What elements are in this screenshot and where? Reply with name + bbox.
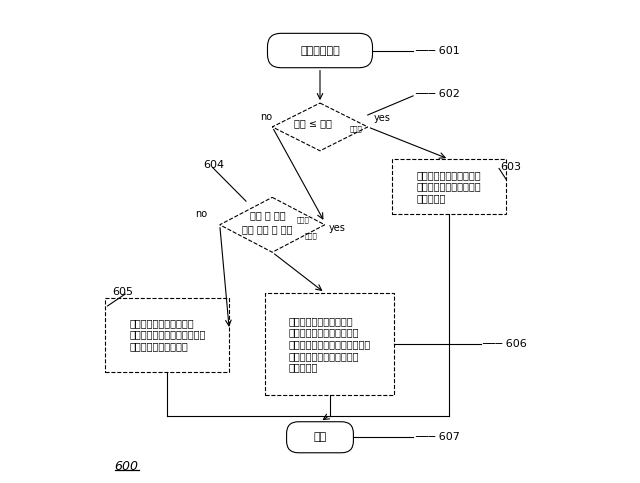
FancyBboxPatch shape [287,422,353,453]
Text: ＨＢＲ: ＨＢＲ [350,126,363,132]
Text: ＬＢＲ: ＬＢＲ [305,232,317,239]
FancyBboxPatch shape [268,33,372,68]
Text: ─── 606: ─── 606 [483,339,527,349]
Text: ＨＢＲ: ＨＢＲ [297,217,310,223]
Text: 選択された走査順序は、
部分的にエントロピ符号化
され及び部分的に量子化された
変換係数の中に隠蔵される
べきである: 選択された走査順序は、 部分的にエントロピ符号化 され及び部分的に量子化された … [289,316,371,372]
Text: 603: 603 [500,162,522,172]
Text: 600: 600 [115,460,139,473]
Text: ＱＰ値を得る: ＱＰ値を得る [300,45,340,56]
Polygon shape [220,198,324,252]
Text: ＱＰ ＞ ＱＰ: ＱＰ ＞ ＱＰ [250,210,285,220]
Text: ─── 601: ─── 601 [415,45,460,56]
Text: no: no [195,209,207,219]
Text: 選択された走査順序は、
エントロピ符号化される
べきである: 選択された走査順序は、 エントロピ符号化される べきである [417,170,481,203]
Text: ─── 602: ─── 602 [415,89,460,99]
Text: yes: yes [374,113,390,123]
Text: 終了: 終了 [314,432,326,442]
Text: 605: 605 [112,286,133,297]
Text: 604: 604 [203,160,224,170]
Bar [265,293,394,396]
Text: ＆＆ ＱＰ ＜ ＱＰ: ＆＆ ＱＰ ＜ ＱＰ [242,225,292,235]
Text: ─── 607: ─── 607 [415,432,460,442]
Bar [392,159,506,214]
Polygon shape [272,103,368,151]
Text: no: no [260,112,273,122]
Text: yes: yes [328,223,346,232]
Text: ＱＰ ≤ ＱＰ: ＱＰ ≤ ＱＰ [294,118,332,128]
Text: 選択された走査順序は、
量子化された変換係数の中に
隠蔵されるべきである: 選択された走査順序は、 量子化された変換係数の中に 隠蔵されるべきである [129,318,205,351]
Bar [105,298,229,371]
